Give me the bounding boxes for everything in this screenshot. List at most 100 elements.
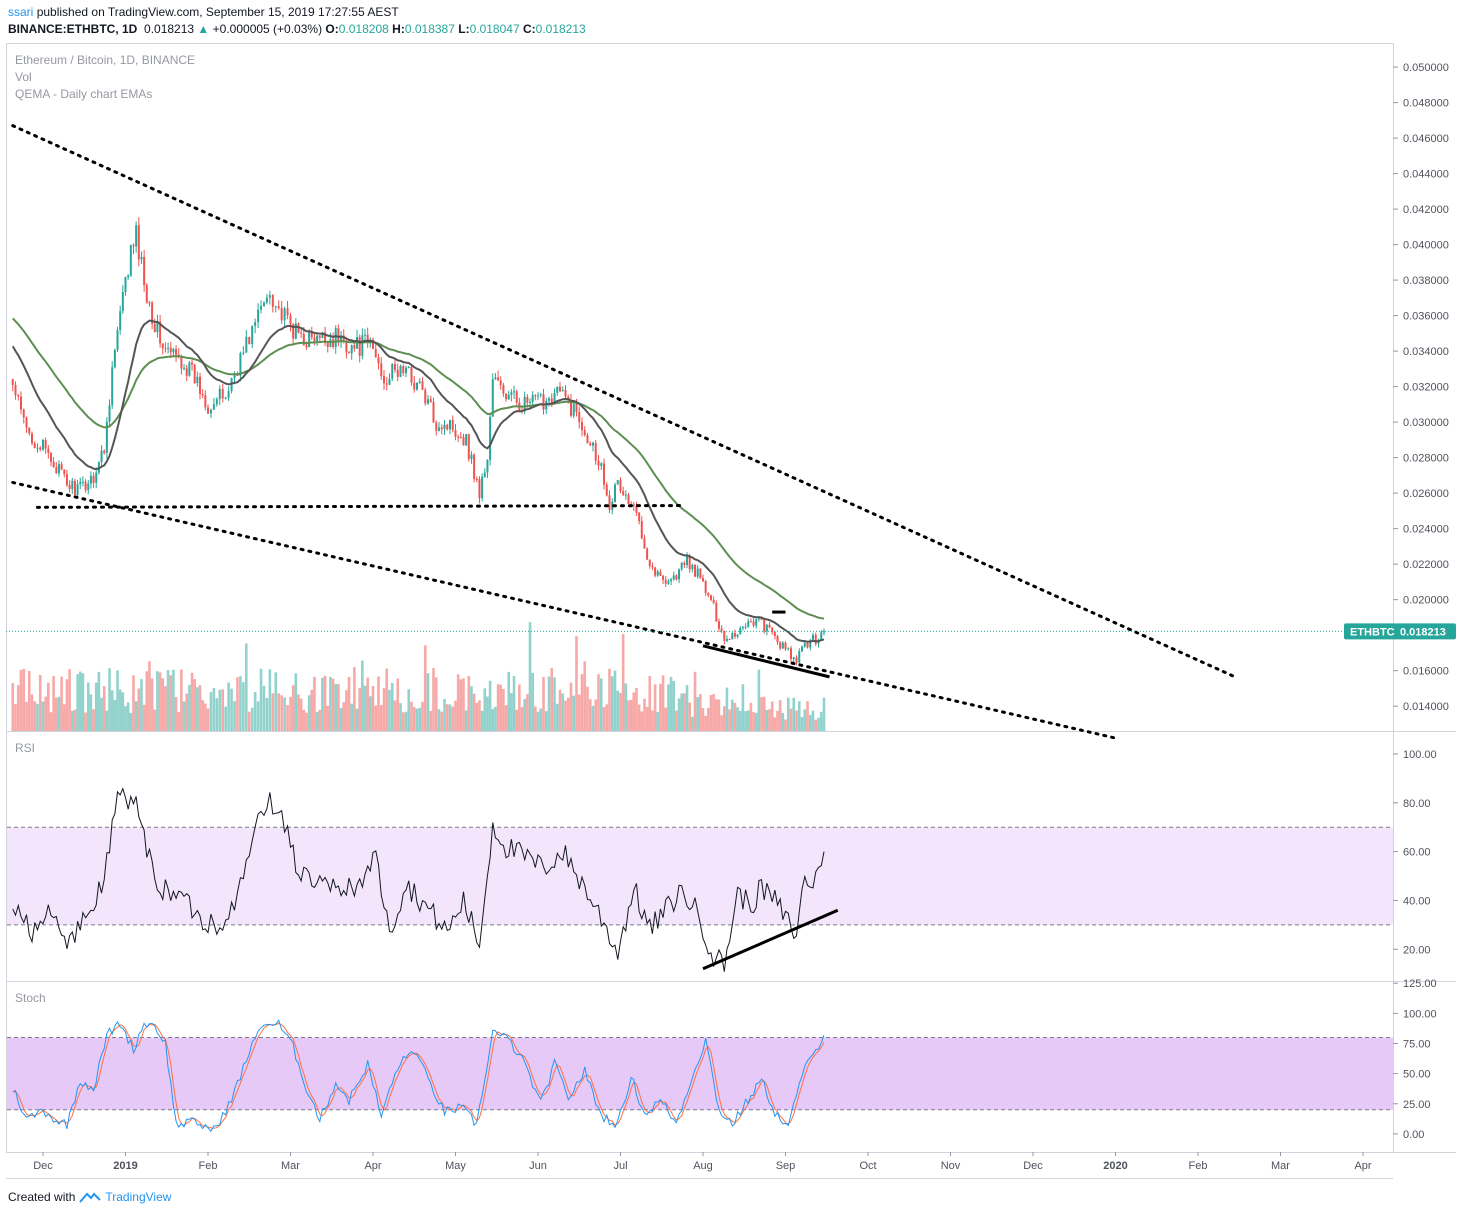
volume-bar bbox=[715, 699, 718, 731]
price-axis-label: 0.046000 bbox=[1403, 133, 1449, 145]
candle-body bbox=[709, 595, 712, 600]
candle-body bbox=[413, 382, 416, 390]
volume-bar bbox=[329, 676, 332, 731]
volume-bar bbox=[602, 707, 606, 731]
candle-body bbox=[491, 379, 494, 417]
volume-bar bbox=[280, 695, 283, 731]
candle-body bbox=[760, 618, 763, 620]
volume-bar bbox=[92, 709, 95, 731]
lower-trendline[interactable] bbox=[11, 480, 1117, 740]
candle-body bbox=[744, 626, 747, 628]
volume-bar bbox=[434, 677, 438, 731]
volume-bar bbox=[669, 677, 673, 731]
volume-bar bbox=[510, 693, 513, 731]
candle-body bbox=[457, 436, 460, 438]
candle-body bbox=[260, 306, 263, 310]
volume-bar bbox=[566, 697, 570, 731]
candle-body bbox=[380, 363, 383, 377]
volume-bar bbox=[25, 701, 28, 731]
candle-body bbox=[654, 567, 657, 576]
candle-body bbox=[446, 424, 449, 430]
volume-bar bbox=[610, 676, 614, 731]
candle-body bbox=[489, 416, 492, 460]
volume-bar bbox=[648, 675, 652, 731]
candle-body bbox=[784, 642, 787, 649]
volume-bar bbox=[520, 707, 524, 731]
candle-body bbox=[749, 621, 752, 623]
volume-bar bbox=[680, 693, 684, 731]
candle-body bbox=[52, 461, 55, 468]
volume-bar bbox=[60, 676, 63, 731]
volume-bar bbox=[271, 693, 275, 731]
candle-body bbox=[188, 362, 191, 376]
volume-bar bbox=[137, 688, 141, 731]
volume-bar bbox=[399, 703, 402, 731]
volume-bar bbox=[712, 694, 715, 731]
volume-bar bbox=[318, 709, 322, 731]
volume-bar bbox=[470, 686, 473, 731]
volume-bar bbox=[564, 700, 567, 731]
candle-body bbox=[180, 356, 183, 369]
candle-body bbox=[798, 651, 801, 663]
divergence-line[interactable] bbox=[702, 644, 830, 679]
volume-bar bbox=[730, 699, 734, 731]
publish-info: ssari published on TradingView.com, Sept… bbox=[8, 5, 399, 19]
candle-body bbox=[145, 285, 148, 303]
volume-bar bbox=[377, 676, 380, 731]
upper-trendline[interactable] bbox=[11, 124, 1237, 679]
volume-bar bbox=[379, 704, 383, 731]
candle-body bbox=[589, 443, 592, 446]
volume-bar bbox=[323, 675, 327, 731]
volume-bar bbox=[512, 676, 516, 731]
rsi-axis-label: 100.00 bbox=[1403, 749, 1437, 761]
volume-bar bbox=[467, 676, 471, 731]
qema-title: QEMA - Daily chart EMAs bbox=[15, 87, 153, 101]
volume-bar bbox=[744, 711, 747, 731]
candle-body bbox=[733, 633, 736, 637]
support-line[interactable] bbox=[36, 504, 684, 509]
candle-body bbox=[502, 384, 505, 394]
candle-body bbox=[717, 621, 720, 629]
candle-body bbox=[350, 345, 353, 354]
candle-body bbox=[583, 430, 586, 436]
volume-bar bbox=[760, 697, 763, 731]
volume-bar bbox=[472, 693, 476, 731]
volume-bar bbox=[483, 688, 487, 731]
volume-bar bbox=[265, 698, 269, 731]
candle-body bbox=[765, 624, 768, 632]
volume-bar bbox=[361, 660, 364, 731]
candle-body bbox=[204, 395, 207, 408]
volume-bar bbox=[215, 698, 219, 731]
candle-body bbox=[418, 381, 421, 383]
volume-bar bbox=[629, 699, 633, 731]
volume-bar bbox=[76, 674, 79, 731]
volume-bar bbox=[129, 712, 133, 731]
candle-body bbox=[25, 417, 28, 428]
candle-body bbox=[196, 376, 199, 384]
candle-body bbox=[81, 481, 84, 483]
candle-body bbox=[201, 393, 204, 396]
candle-body bbox=[388, 378, 391, 385]
candle-body bbox=[691, 564, 694, 570]
volume-bar bbox=[242, 682, 245, 731]
price-axis-label: 0.032000 bbox=[1403, 382, 1449, 394]
volume-bar bbox=[27, 671, 31, 731]
stoch-axis-label: 50.00 bbox=[1403, 1069, 1431, 1081]
tradingview-brand-link[interactable]: TradingView bbox=[105, 1190, 172, 1204]
volume-bar bbox=[704, 715, 707, 731]
candle-body bbox=[594, 442, 597, 461]
volume-bar bbox=[41, 701, 45, 731]
volume-bar bbox=[494, 706, 497, 731]
volume-bar bbox=[396, 678, 400, 731]
rsi-divergence-line[interactable] bbox=[702, 908, 839, 971]
candle-body bbox=[809, 639, 812, 648]
volume-bar bbox=[776, 710, 779, 731]
author-name[interactable]: ssari bbox=[8, 5, 34, 19]
volume-bar bbox=[591, 705, 595, 731]
candle-body bbox=[277, 306, 280, 309]
candle-body bbox=[65, 474, 68, 486]
candle-body bbox=[467, 434, 470, 460]
candle-body bbox=[627, 494, 630, 504]
candle-body bbox=[199, 376, 202, 394]
